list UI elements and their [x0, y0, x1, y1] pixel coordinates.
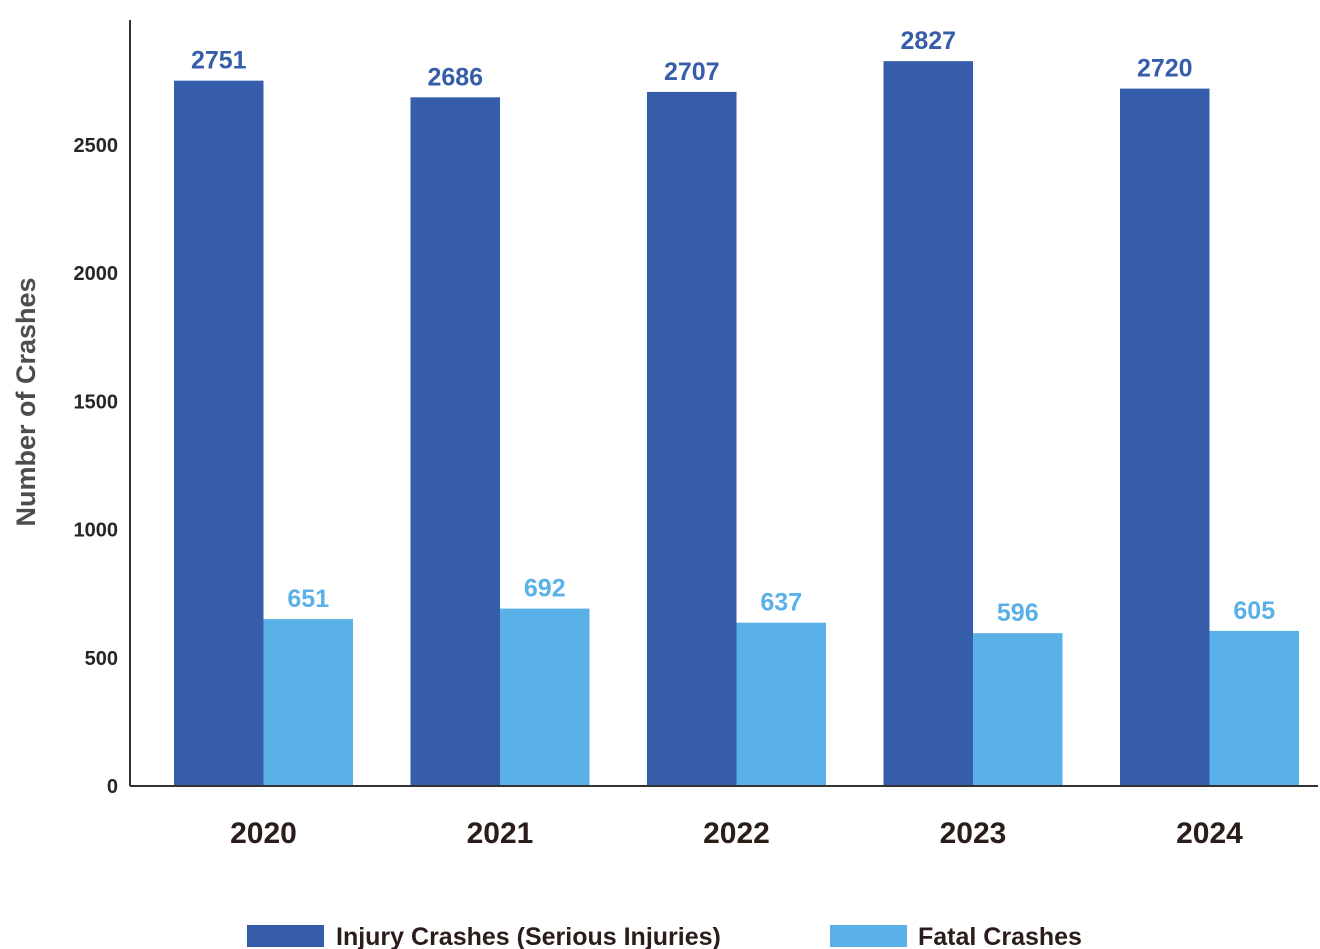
- legend-label: Injury Crashes (Serious Injuries): [336, 923, 721, 949]
- x-tick-label: 2020: [230, 817, 297, 850]
- data-label: 2686: [427, 63, 483, 91]
- bar-fatal-2021: [500, 608, 590, 786]
- bar-injury-2021: [410, 97, 500, 787]
- data-labels: 2751 651 2686 692 2707 637 2827 596 2720 605: [191, 27, 1275, 627]
- y-tick-label: 2500: [74, 135, 119, 157]
- legend: Injury Crashes (Serious Injuries) Fatal C…: [247, 923, 1082, 949]
- data-label: 651: [287, 585, 329, 613]
- y-tick-label: 1500: [74, 391, 119, 413]
- bar-fatal-2023: [973, 633, 1063, 786]
- y-tick-label: 1000: [74, 520, 119, 542]
- data-label: 692: [524, 575, 566, 603]
- y-axis-ticks: 0 500 1000 1500 2000 2500: [74, 135, 119, 798]
- axes: [129, 20, 1318, 787]
- legend-swatch: [247, 925, 324, 947]
- data-label: 2707: [664, 58, 720, 86]
- bar-fatal-2022: [736, 622, 826, 786]
- x-tick-label: 2024: [1176, 817, 1243, 850]
- bar-injury-2020: [174, 80, 264, 786]
- y-axis-title: Number of Crashes: [11, 277, 41, 526]
- data-label: 596: [997, 599, 1039, 627]
- data-label: 637: [760, 589, 802, 617]
- y-tick-label: 500: [85, 648, 118, 670]
- x-tick-label: 2021: [467, 817, 534, 850]
- data-label: 605: [1233, 597, 1275, 625]
- data-label: 2720: [1137, 55, 1193, 83]
- y-tick-label: 2000: [74, 263, 119, 285]
- bar-fatal-2020: [263, 619, 353, 786]
- x-tick-label: 2023: [940, 817, 1007, 850]
- x-axis-labels: 2020 2021 2022 2023 2024: [230, 817, 1243, 850]
- bar-injury-2022: [647, 91, 737, 787]
- legend-label: Fatal Crashes: [918, 923, 1082, 949]
- bar-fatal-2024: [1209, 630, 1299, 786]
- legend-swatch: [830, 925, 907, 947]
- bars: [174, 61, 1299, 787]
- data-label: 2827: [900, 27, 956, 55]
- y-tick-label: 0: [107, 776, 118, 798]
- bar-injury-2024: [1120, 88, 1210, 787]
- data-label: 2751: [191, 47, 247, 75]
- bar-injury-2023: [883, 61, 973, 786]
- x-tick-label: 2022: [703, 817, 770, 850]
